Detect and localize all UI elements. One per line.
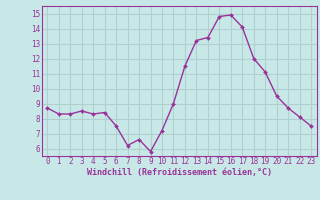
- X-axis label: Windchill (Refroidissement éolien,°C): Windchill (Refroidissement éolien,°C): [87, 168, 272, 177]
